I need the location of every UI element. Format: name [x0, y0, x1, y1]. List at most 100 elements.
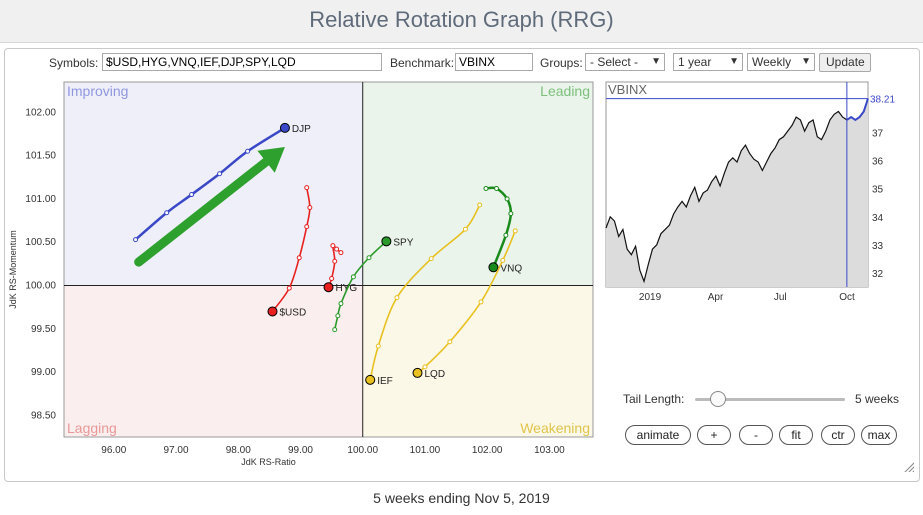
series-tail-point — [217, 171, 223, 177]
quadrant-weakening — [362, 285, 593, 437]
series-tail-point — [504, 196, 510, 202]
series-label: DJP — [292, 124, 311, 135]
chart-button-zoom-in[interactable]: + — [697, 425, 731, 445]
rrg-plot-border — [63, 81, 594, 438]
chart-button-zoom-out[interactable]: - — [739, 425, 773, 445]
series-tail-point — [307, 205, 313, 211]
frequency-select[interactable]: Weekly ▼ — [747, 53, 815, 71]
series-djp[interactable]: DJP — [133, 122, 312, 243]
x-tick-label: 97.00 — [164, 445, 189, 456]
resize-grip-icon[interactable] — [902, 460, 914, 472]
series-tail-point — [394, 295, 400, 301]
series-tail-point — [164, 210, 170, 216]
series-tail-point — [366, 255, 372, 261]
series-tail-point — [508, 211, 514, 217]
chevron-down-icon: ▼ — [651, 56, 661, 67]
series-usdusd[interactable]: $USD — [267, 185, 313, 319]
tail-length-label: Tail Length: — [623, 392, 685, 406]
series-tail-point — [304, 185, 310, 191]
series-head-point[interactable] — [365, 374, 376, 385]
series-tail-point — [296, 255, 302, 261]
series-label: LQD — [424, 369, 445, 380]
x-tick-label: 103.00 — [534, 445, 565, 456]
chart-button-animate[interactable]: animate — [625, 425, 691, 445]
chart-button-max[interactable]: max — [861, 425, 897, 445]
chevron-down-icon: ▼ — [729, 56, 739, 67]
series-tail-line — [369, 204, 481, 381]
trend-arrow-head — [257, 146, 285, 173]
series-head-point[interactable] — [412, 367, 423, 378]
series-tail-point — [335, 313, 341, 319]
series-tail-point — [334, 246, 340, 252]
series-label: IEF — [377, 376, 393, 387]
series-label: $USD — [279, 307, 306, 318]
tail-length-value: 5 weeks — [855, 392, 900, 406]
update-button[interactable]: Update — [819, 53, 871, 72]
series-label: SPY — [393, 237, 413, 248]
series-tail-point — [189, 192, 195, 198]
series-vnq[interactable]: VNQ — [483, 186, 522, 275]
page-title: Relative Rotation Graph (RRG) — [309, 7, 614, 32]
series-head-point[interactable] — [323, 282, 334, 293]
groups-select-value: - Select - — [590, 55, 639, 69]
chart-button-center[interactable]: ctr — [821, 425, 855, 445]
title-bar: Relative Rotation Graph (RRG) — [0, 0, 923, 43]
series-tail-point — [133, 237, 139, 243]
chart-button-fit[interactable]: fit — [779, 425, 813, 445]
series-tail-point — [477, 202, 483, 208]
series-tail-point — [304, 224, 310, 230]
y-tick-label: 99.00 — [31, 367, 56, 378]
chevron-down-icon: ▼ — [801, 56, 811, 67]
series-tail-point — [462, 226, 468, 232]
quadrant-leading — [362, 82, 593, 286]
series-head-point[interactable] — [488, 262, 499, 273]
groups-label: Groups: — [540, 56, 583, 70]
y-axis-label: JdK RS-Momentum — [8, 230, 18, 309]
y-tick-label: 100.50 — [25, 237, 56, 248]
quadrant-label-improving: Improving — [67, 83, 128, 99]
period-select[interactable]: 1 year ▼ — [673, 53, 743, 71]
series-tail-point — [428, 256, 434, 262]
symbols-input[interactable] — [102, 53, 382, 71]
x-tick-label: 96.00 — [101, 445, 126, 456]
tail-length-track[interactable] — [695, 398, 845, 401]
series-head-point[interactable] — [267, 306, 278, 317]
series-head-point[interactable] — [279, 122, 290, 133]
quadrant-improving — [64, 82, 363, 286]
y-tick-label: 101.50 — [25, 151, 56, 162]
series-ief[interactable]: IEF — [365, 202, 483, 387]
series-tail-point — [332, 327, 338, 333]
quadrant-label-lagging: Lagging — [67, 420, 117, 436]
trend-arrow-shaft — [134, 157, 271, 267]
y-tick-label: 100.00 — [25, 280, 56, 291]
series-tail-point — [375, 343, 381, 349]
frequency-select-value: Weekly — [752, 55, 792, 69]
x-tick-label: 101.00 — [410, 445, 441, 456]
groups-select[interactable]: - Select - ▼ — [585, 53, 665, 71]
series-tail-point — [329, 276, 335, 282]
series-tail-point — [286, 285, 292, 291]
x-tick-label: 98.00 — [226, 445, 251, 456]
series-tail-point — [330, 243, 336, 249]
tail-length-slider[interactable] — [710, 391, 726, 407]
x-tick-label: 100.00 — [347, 445, 378, 456]
series-lqd[interactable]: LQD — [412, 228, 518, 380]
series-tail-point — [422, 364, 428, 370]
series-tail-point — [483, 186, 489, 191]
series-tail-line — [134, 126, 286, 241]
series-head-point[interactable] — [381, 236, 392, 247]
series-tail-point — [338, 301, 344, 307]
series-tail-point — [338, 250, 344, 256]
series-tail-point — [447, 339, 453, 345]
benchmark-input[interactable] — [455, 53, 533, 71]
series-tail-point — [503, 232, 509, 238]
series-tail-point — [332, 258, 338, 264]
series-spy[interactable]: SPY — [332, 236, 414, 333]
x-tick-label: 102.00 — [472, 445, 503, 456]
series-tail-point — [512, 228, 518, 234]
symbols-label: Symbols: — [49, 56, 99, 70]
period-select-value: 1 year — [678, 55, 712, 69]
benchmark-label: Benchmark: — [390, 56, 455, 70]
